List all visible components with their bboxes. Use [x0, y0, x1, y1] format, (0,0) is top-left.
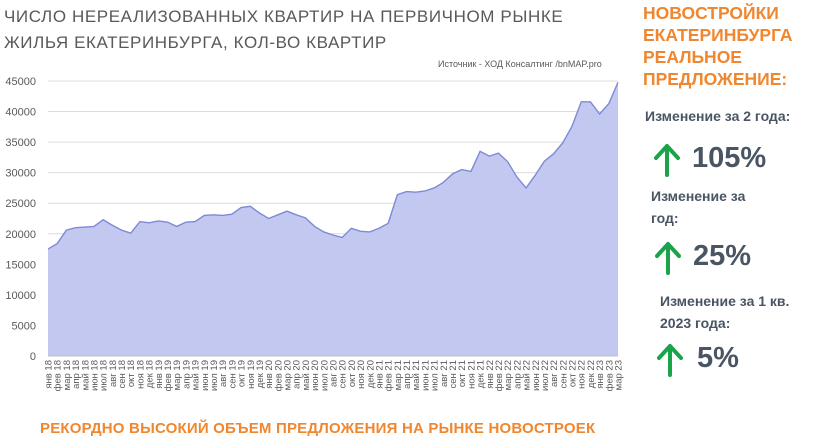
- change-label-2y: Изменение за 2 года:: [645, 108, 791, 124]
- x-tick-label: дек 20: [365, 360, 376, 388]
- y-tick-label: 45000: [5, 76, 36, 88]
- x-tick-label: авг 20: [329, 360, 340, 387]
- x-tick-label: авг 18: [108, 360, 119, 387]
- x-tick-label: ноя 18: [135, 360, 146, 389]
- change-value-2y: 105%: [692, 142, 767, 174]
- x-tick-label: фев 20: [273, 360, 284, 391]
- x-tick-label: июл 19: [209, 360, 220, 391]
- chart-title: ЧИСЛО НЕРЕАЛИЗОВАННЫХ КВАРТИР НА ПЕРВИЧН…: [4, 7, 564, 52]
- x-tick-label: мар 18: [62, 360, 73, 390]
- up-arrow-icon: [655, 242, 681, 275]
- y-tick-label: 40000: [5, 107, 36, 119]
- x-tick-label: окт 22: [568, 360, 579, 387]
- x-tick-label: май 19: [191, 360, 202, 390]
- x-tick-label: янв 21: [374, 360, 385, 389]
- x-tick-label: фев 21: [384, 360, 395, 391]
- x-tick-label: авг 19: [218, 360, 229, 387]
- x-tick-label: мар 21: [393, 360, 404, 390]
- y-tick-label: 15000: [5, 259, 36, 271]
- x-tick-label: май 18: [80, 360, 91, 390]
- x-tick-label: мар 19: [172, 360, 183, 390]
- x-tick-label: июл 21: [430, 360, 441, 391]
- x-tick-label: дек 21: [476, 360, 487, 388]
- x-tick-label: янв 20: [264, 360, 275, 389]
- x-tick-label: май 20: [301, 360, 312, 390]
- x-tick-label: окт 19: [237, 360, 248, 387]
- y-tick-label: 20000: [5, 229, 36, 241]
- y-tick-label: 30000: [5, 168, 36, 180]
- x-tick-label: окт 21: [457, 360, 468, 387]
- y-tick-label: 35000: [5, 137, 36, 149]
- x-tick-label: фев 19: [163, 360, 174, 391]
- change-value-1y: 25%: [693, 240, 752, 272]
- x-tick-label: мар 22: [503, 360, 514, 390]
- x-tick-label: ноя 19: [246, 360, 257, 389]
- up-arrow-icon: [657, 344, 683, 377]
- x-tick-label: июл 18: [99, 360, 110, 391]
- x-tick-label: мар 23: [614, 360, 625, 390]
- bottom-caption: РЕКОРДНО ВЫСОКИЙ ОБЪЕМ ПРЕДЛОЖЕНИЯ НА РЫ…: [40, 420, 596, 437]
- x-tick-label: май 22: [522, 360, 533, 390]
- x-tick-label: апр 20: [292, 360, 303, 389]
- x-tick-label: сен 20: [338, 360, 349, 389]
- x-tick-label: июл 22: [540, 360, 551, 391]
- x-tick-label: авг 21: [439, 360, 450, 387]
- y-tick-label: 5000: [12, 320, 36, 332]
- x-tick-label: фев 18: [53, 360, 64, 391]
- change-label-q1: Изменение за 1 кв. 2023 года:: [660, 293, 790, 331]
- x-tick-label: ноя 21: [466, 360, 477, 389]
- x-tick-label: янв 22: [485, 360, 496, 389]
- x-tick-label: окт 20: [347, 360, 358, 387]
- side-panel-title: НОВОСТРОЙКИ ЕКАТЕРИНБУРГА РЕАЛЬНОЕ ПРЕДЛ…: [643, 3, 793, 89]
- series-area: [48, 82, 618, 356]
- x-tick-label: апр 18: [71, 360, 82, 389]
- x-tick-label: июн 19: [200, 360, 211, 391]
- x-tick-label: июл 20: [319, 360, 330, 391]
- change-label-1y: Изменение за год:: [651, 188, 746, 226]
- x-tick-label: мар 20: [283, 360, 294, 390]
- y-tick-label: 25000: [5, 198, 36, 210]
- x-tick-label: сен 18: [117, 360, 128, 389]
- x-tick-label: янв 18: [44, 360, 55, 389]
- x-tick-label: апр 21: [402, 360, 413, 389]
- area-chart: 0 5000 10000 15000 20000 25000 30000 35000 40000…: [5, 76, 625, 391]
- x-tick-label: июн 22: [531, 360, 542, 391]
- x-tick-label: сен 19: [227, 360, 238, 389]
- y-axis: 0 5000 10000 15000 20000 25000 30000 35000 40000…: [5, 76, 36, 363]
- series-line: [47, 81, 619, 250]
- x-tick-label: май 21: [411, 360, 422, 390]
- x-tick-label: июн 20: [310, 360, 321, 391]
- x-tick-label: апр 19: [181, 360, 192, 389]
- x-tick-label: авг 22: [549, 360, 560, 387]
- x-tick-label: янв 19: [154, 360, 165, 389]
- x-tick-label: дек 19: [255, 360, 266, 388]
- x-tick-label: фев 23: [604, 360, 615, 391]
- x-tick-label: июн 21: [420, 360, 431, 391]
- up-arrow-icon: [654, 144, 680, 177]
- x-tick-label: дек 22: [586, 360, 597, 388]
- x-tick-label: июн 18: [89, 360, 100, 391]
- x-tick-label: окт 18: [126, 360, 137, 387]
- x-tick-label: сен 21: [448, 360, 459, 389]
- x-tick-label: апр 22: [512, 360, 523, 389]
- x-tick-label: дек 18: [145, 360, 156, 388]
- x-tick-label: ноя 22: [577, 360, 588, 389]
- x-tick-label: янв 23: [595, 360, 606, 389]
- chart-source: Источник - ХОД Консалтинг /bnMAP.pro: [438, 59, 602, 69]
- x-tick-label: ноя 20: [356, 360, 367, 389]
- x-tick-label: фев 22: [494, 360, 505, 391]
- change-value-q1: 5%: [697, 342, 739, 374]
- x-tick-label: сен 22: [558, 360, 569, 389]
- y-tick-label: 10000: [5, 290, 36, 302]
- y-tick-label: 0: [30, 351, 36, 363]
